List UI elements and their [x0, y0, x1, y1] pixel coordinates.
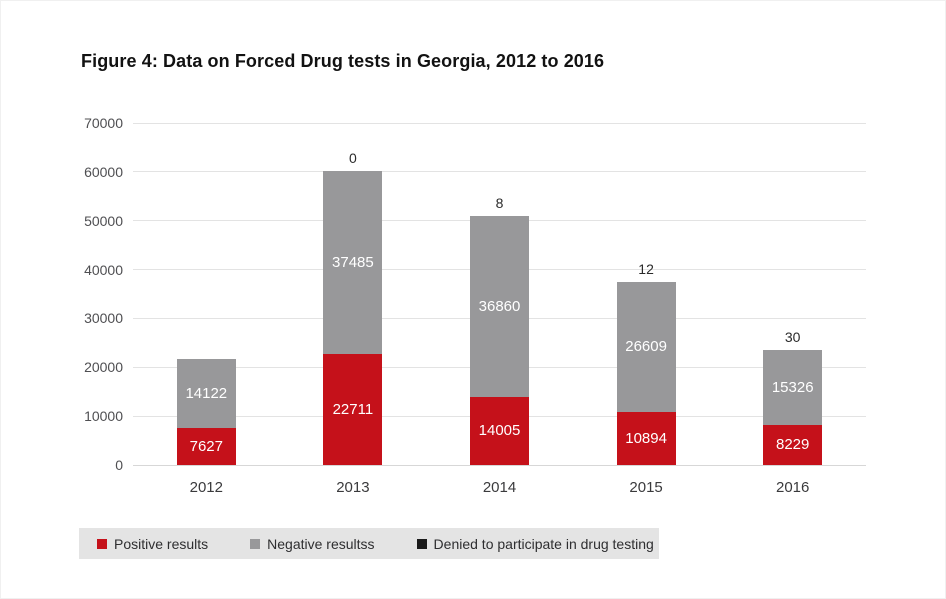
x-axis-tick-label: 2012 [189, 479, 223, 496]
denied-value-label: 8 [495, 195, 504, 212]
negative-value-label: 26609 [625, 338, 667, 356]
y-axis-tick-label: 20000 [84, 359, 123, 376]
chart-legend: Positive results Negative resultss Denied … [79, 528, 659, 559]
bar-segment-negative: 14122 [176, 358, 236, 428]
x-axis-tick-label: 2014 [482, 479, 517, 496]
negative-value-label: 15326 [771, 378, 814, 396]
positive-value-label: 10894 [625, 429, 667, 447]
denied-value-label: 30 [784, 328, 801, 345]
legend-label: Positive results [114, 535, 209, 552]
legend-item: Denied to participate in drug testing [416, 535, 654, 552]
y-axis-tick-label: 50000 [84, 212, 123, 229]
y-axis-tick-label: 30000 [84, 310, 123, 327]
positive-value-label: 7627 [189, 437, 223, 455]
legend-swatch-icon [416, 538, 427, 549]
x-axis-tick-label: 2015 [629, 479, 663, 496]
figure-title: Figure 4: Data on Forced Drug tests in G… [81, 51, 605, 71]
bar-segment-positive: 10894 [616, 411, 676, 465]
bar-segment-positive: 22711 [323, 354, 383, 465]
x-axis-tick-label: 2016 [776, 479, 810, 496]
gridline-60000 [133, 171, 866, 173]
positive-value-label: 22711 [332, 401, 374, 418]
y-axis-tick-label: 40000 [84, 261, 123, 278]
legend-item: Negative resultss [250, 535, 375, 552]
bar-segment-negative: 37485 [323, 170, 383, 355]
bar-segment-positive: 8229 [763, 424, 823, 465]
bar-segment-negative: 15326 [763, 349, 823, 425]
negative-value-label: 14122 [185, 384, 228, 402]
denied-value-label: 0 [348, 149, 357, 166]
bar-segment-negative: 36860 [470, 216, 529, 397]
legend-swatch-icon [250, 538, 261, 549]
y-axis-tick-label: 10000 [84, 408, 123, 425]
x-axis-tick-label: 2013 [336, 479, 370, 496]
gridline-70000 [133, 122, 866, 124]
gridline-0 [133, 464, 866, 466]
bar-segment-positive: 14005 [470, 396, 529, 465]
legend-label: Denied to participate in drug testing [433, 535, 654, 552]
positive-value-label: 8229 [776, 436, 810, 454]
y-axis-tick-label: 70000 [84, 115, 123, 131]
bar-segment-negative: 26609 [616, 281, 676, 412]
positive-value-label: 14005 [478, 422, 521, 440]
y-axis-tick-label: 60000 [84, 163, 123, 180]
legend-label: Negative resultss [267, 535, 375, 552]
y-axis-tick-label: 0 [115, 457, 123, 473]
bar-segment-positive: 7627 [176, 427, 236, 465]
negative-value-label: 36860 [478, 298, 521, 316]
denied-value-label: 12 [638, 260, 654, 277]
legend-item: Positive results [97, 536, 208, 552]
negative-value-label: 37485 [332, 253, 374, 271]
legend-swatch-icon [97, 538, 107, 549]
